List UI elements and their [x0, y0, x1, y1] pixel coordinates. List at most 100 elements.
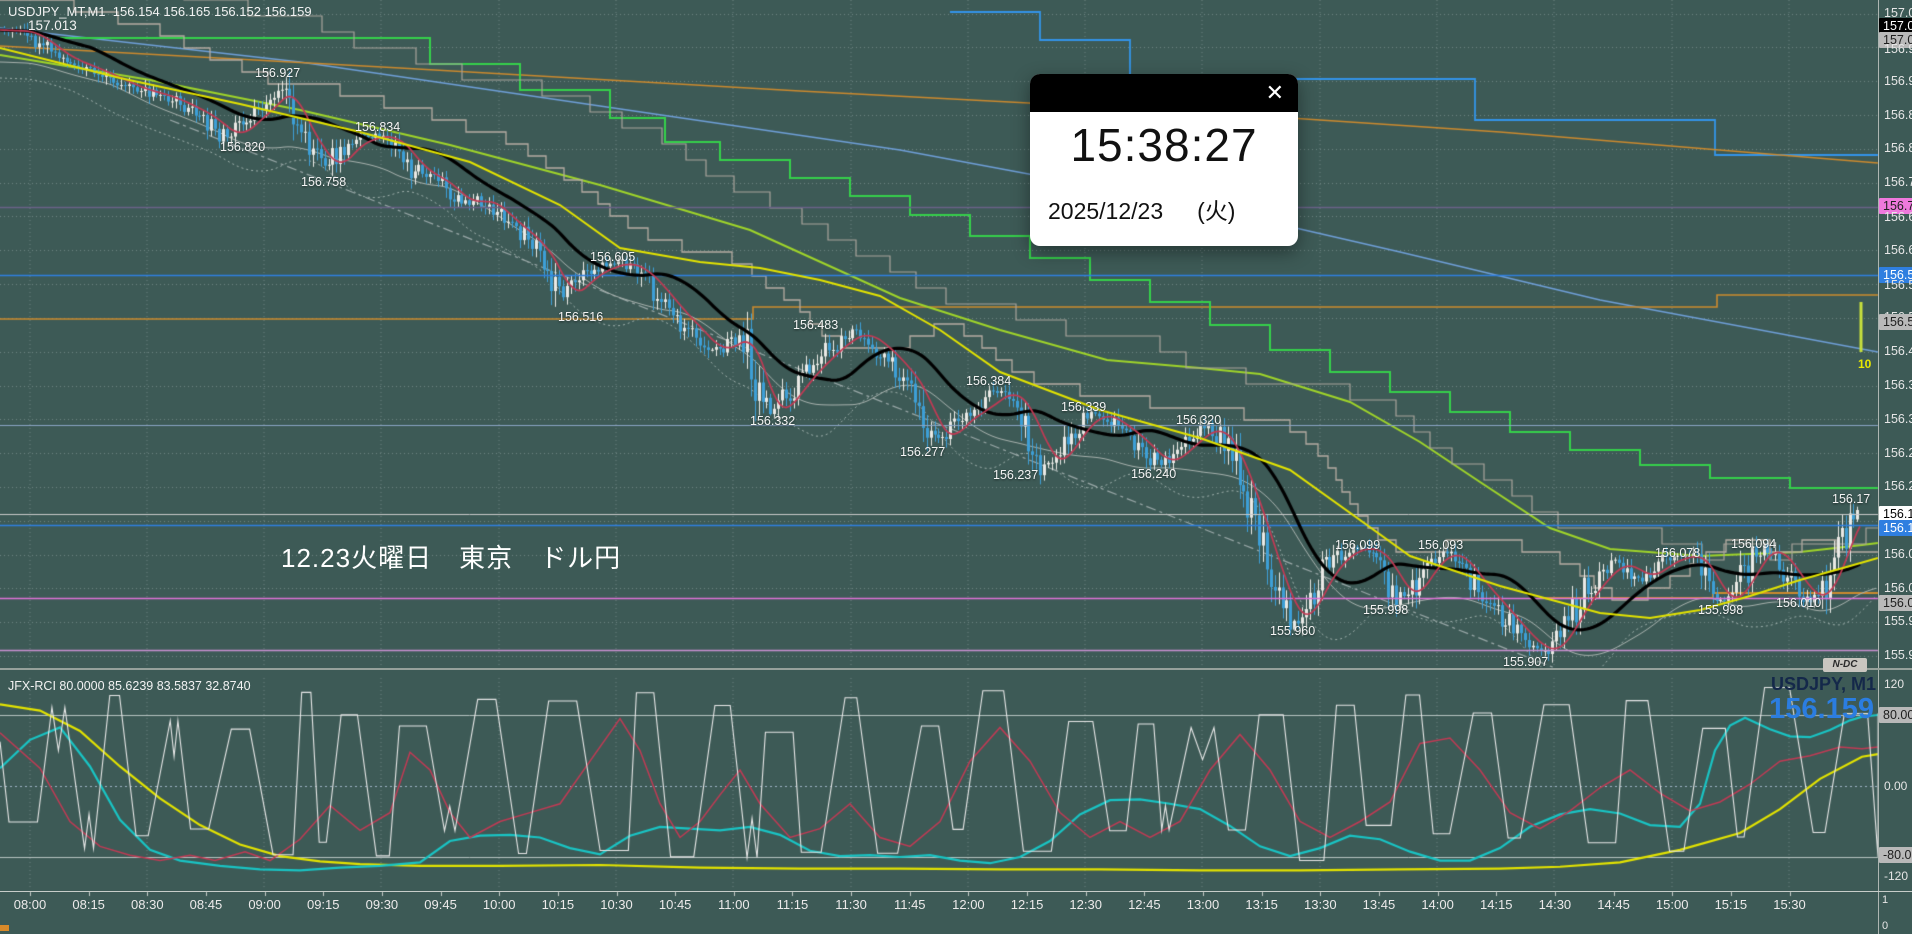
price-badge-white: 156.159	[1879, 506, 1912, 522]
bar-scale-tick: 0	[1882, 920, 1889, 932]
price-tick: 156.745	[1884, 175, 1912, 189]
price-tick: 156.325	[1884, 412, 1912, 426]
time-tick: 11:30	[835, 897, 867, 912]
price-tick: 156.205	[1884, 479, 1912, 493]
candle-price-label: 156.237	[993, 468, 1039, 482]
candle-price-label: 156.605	[590, 250, 636, 264]
candle-price-label: 156.240	[1131, 467, 1177, 481]
candle-price-label: 155.998	[1363, 603, 1409, 617]
time-tick: 15:00	[1655, 897, 1689, 912]
time-tick: 14:30	[1538, 897, 1572, 912]
clock-overlay-header[interactable]: ✕	[1030, 74, 1298, 112]
time-tick: 12:00	[952, 897, 985, 912]
price-tick: 157.045	[1884, 6, 1912, 20]
price-tick: 156.085	[1884, 547, 1912, 561]
candle-price-label: 156.483	[793, 318, 839, 332]
time-tick: 12:45	[1128, 897, 1161, 912]
candle-price-label: 156.339	[1061, 400, 1107, 414]
time-tick: 15:30	[1773, 897, 1806, 912]
clock-date: 2025/12/23 (火)	[1048, 198, 1236, 224]
candle-price-label: 156.078	[1655, 546, 1701, 560]
price-badge-blue: 156.582	[1879, 267, 1912, 283]
clock-time: 15:38:27	[1070, 119, 1258, 171]
time-tick: 11:15	[776, 897, 809, 912]
candle-price-label: 156.758	[301, 175, 347, 189]
candle-price-label: 155.907	[1503, 655, 1549, 669]
price-badge-gray: 156.000	[1879, 595, 1912, 611]
price-badge-gray: 157.000	[1879, 32, 1912, 48]
time-tick: 09:45	[424, 897, 457, 912]
osc-tick: -120	[1884, 869, 1909, 883]
chart-title: USDJPY_MT,M1 156.154 156.165 156.152 156…	[8, 4, 312, 19]
price-tick: 155.905	[1884, 648, 1912, 662]
price-badge-blue: 156.140	[1879, 520, 1912, 536]
time-tick: 09:30	[365, 897, 399, 912]
price-tick: 156.865	[1884, 108, 1912, 122]
time-tick: 12:15	[1010, 897, 1044, 912]
time-tick: 10:30	[600, 897, 633, 912]
candle-price-label: 156.516	[558, 310, 604, 324]
candle-price-label: 156.320	[1176, 413, 1222, 427]
candle-price-label: 156.277	[900, 445, 946, 459]
price-tick: 155.965	[1884, 614, 1912, 628]
watermark-symbol: USDJPY, M1	[1770, 674, 1876, 694]
price-tick: 156.265	[1884, 446, 1912, 460]
candle-price-label: 155.998	[1698, 603, 1744, 617]
time-tick: 14:45	[1597, 897, 1630, 912]
osc-tick: 0.00	[1884, 779, 1908, 793]
price-badge-black: 157.023	[1879, 18, 1912, 34]
price-tick: 156.565	[1884, 278, 1912, 292]
price-tick: 156.685	[1884, 210, 1912, 224]
clock-weekday: (火)	[1197, 198, 1236, 224]
time-tick: 15:15	[1714, 897, 1748, 912]
price-tick: 156.625	[1884, 243, 1912, 257]
watermark-price: 156.159	[1769, 693, 1874, 725]
time-tick: 08:45	[189, 897, 223, 912]
price-axis-separator	[1878, 0, 1879, 934]
time-tick: 08:15	[72, 897, 105, 912]
candle-price-label: 155.960	[1270, 624, 1316, 638]
candle-price-label: 156.099	[1335, 538, 1381, 552]
price-badge-gray: 156.500	[1879, 314, 1912, 330]
corner-badge: N-DC	[1823, 658, 1867, 672]
time-axis-separator	[0, 891, 1912, 892]
time-tick: 10:00	[482, 897, 516, 912]
time-tick: 13:00	[1186, 897, 1220, 912]
osc-badge: 80.0000	[1879, 707, 1912, 723]
candle-price-label: 156.17	[1832, 492, 1871, 506]
candle-price-label: 156.332	[750, 414, 796, 428]
price-tick: 156.985	[1884, 42, 1912, 56]
session-annotation: 12.23火曜日 東京 ドル円	[281, 543, 622, 573]
price-badge-magenta: 156.705	[1879, 198, 1912, 214]
time-tick: 11:00	[718, 897, 750, 912]
symbol-period: USDJPY_MT,M1	[8, 4, 106, 19]
candle-price-label: 156.010	[1776, 596, 1822, 610]
osc-badge: -80.0000	[1879, 847, 1912, 863]
candle-price-label: 156.927	[255, 66, 301, 80]
spread-marker: 10	[1858, 357, 1872, 371]
price-tick: 156.925	[1884, 74, 1912, 88]
scrollbar-nub[interactable]	[0, 925, 9, 931]
price-tick: 156.805	[1884, 141, 1912, 155]
candle-price-label: 156.094	[1731, 537, 1777, 551]
panel-separator[interactable]	[0, 668, 1912, 670]
time-tick: 14:15	[1479, 897, 1513, 912]
candle-price-label: 156.384	[966, 374, 1012, 388]
close-icon[interactable]: ✕	[1265, 80, 1284, 105]
day-open-price-label: 157.013	[28, 18, 77, 33]
bar-scale-tick: 1	[1882, 894, 1889, 906]
candle-price-label: 156.820	[220, 140, 266, 154]
time-tick: 09:00	[248, 897, 281, 912]
price-tick: 156.445	[1884, 344, 1912, 358]
price-tick: 156.385	[1884, 378, 1912, 392]
osc-tick: 120	[1884, 677, 1905, 691]
time-tick: 09:15	[306, 897, 340, 912]
clock-overlay[interactable]: ✕ 15:38:27 2025/12/23 (火)	[1030, 74, 1298, 246]
candle-price-label: 156.093	[1418, 538, 1464, 552]
time-tick: 10:15	[541, 897, 575, 912]
price-tick: 156.025	[1884, 581, 1912, 595]
time-tick: 08:30	[131, 897, 164, 912]
time-tick: 13:45	[1362, 897, 1396, 912]
